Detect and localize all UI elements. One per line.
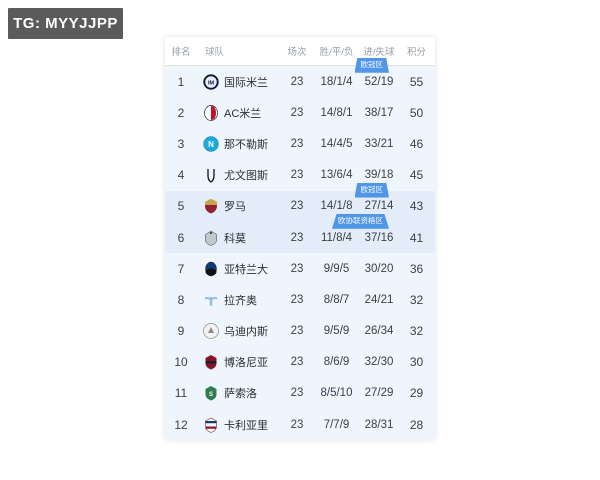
svg-text:N: N [208,140,214,149]
svg-text:IM: IM [208,80,215,86]
svg-text:S: S [209,392,213,398]
